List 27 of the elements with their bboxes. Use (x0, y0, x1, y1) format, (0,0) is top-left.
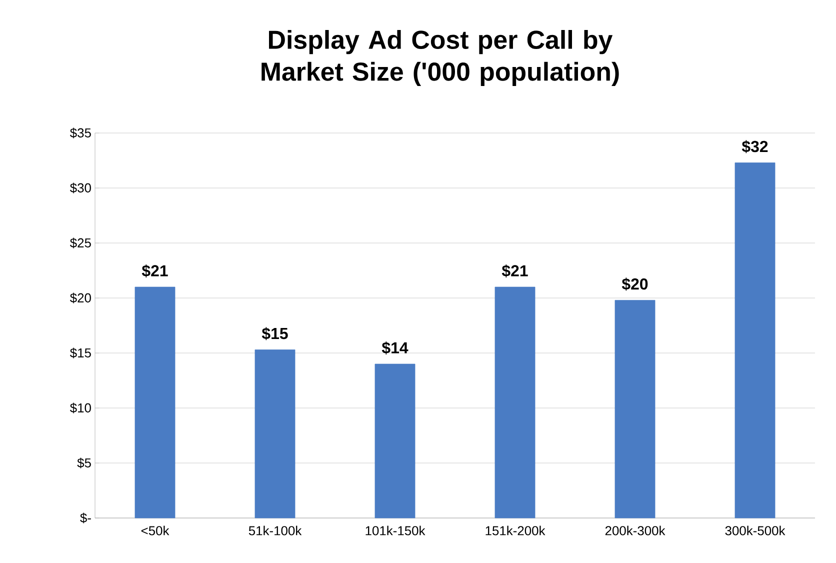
y-tick-label: $15 (70, 348, 91, 358)
x-tick-label: 200k-300k (605, 526, 666, 536)
x-tick-label: 300k-500k (725, 526, 786, 536)
x-tick-label: 51k-100k (248, 526, 302, 536)
y-tick-label: $10 (70, 402, 91, 414)
x-tick-label: 101k-150k (366, 526, 426, 536)
y-tick-label: $35 (70, 128, 91, 138)
data-label: $20 (622, 278, 648, 291)
y-tick-label: $25 (70, 238, 91, 248)
bar (614, 300, 656, 518)
data-label: $14 (382, 341, 408, 354)
data-label: $21 (502, 264, 528, 278)
data-label: $32 (742, 140, 768, 154)
y-tick-label: $20 (70, 292, 91, 304)
data-label: $21 (142, 264, 168, 278)
data-label: $15 (262, 327, 288, 340)
y-tick-label: $- (80, 512, 91, 524)
x-tick-label: <50k (141, 526, 170, 536)
bar (134, 286, 176, 518)
y-tick-label: $5 (77, 458, 91, 468)
bar (374, 364, 416, 518)
bar (494, 286, 536, 518)
bar (734, 162, 776, 518)
chart-title: Display Ad Cost per Call by Market Size ('000 population) (262, 30, 619, 86)
y-tick-label: $30 (70, 182, 91, 194)
bar (254, 350, 296, 518)
x-tick-label: 151k-200k (486, 526, 546, 536)
